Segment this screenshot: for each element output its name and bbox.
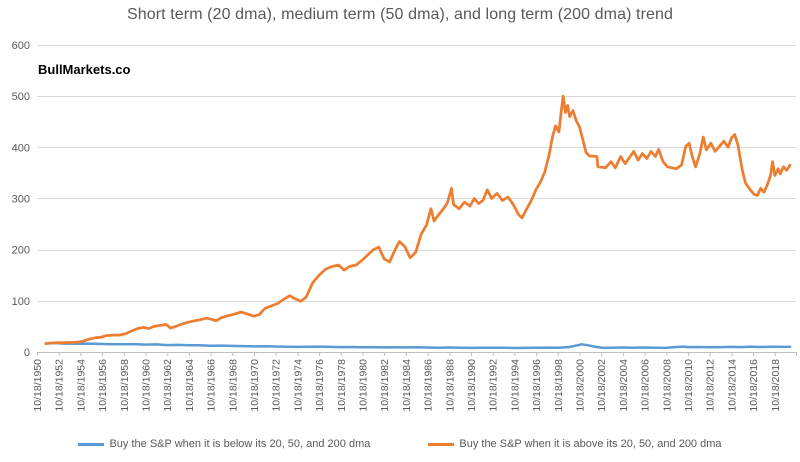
x-axis-tick-label: 10/18/1956 [97,359,109,412]
series-line-below-dma [44,341,792,350]
legend-line-swatch-orange [428,442,455,446]
y-axis-tick-label: 300 [12,193,30,205]
x-axis-tick-label: 10/18/1986 [423,359,435,412]
x-axis-tick-label: 10/18/2002 [596,359,608,412]
series-line-above-dma [44,94,792,345]
x-axis-tick-label: 10/18/1962 [162,359,174,412]
x-axis-tick-label: 10/18/2014 [726,359,738,412]
x-axis-tick-label: 10/18/1992 [488,359,500,412]
legend-label-above-dma: Buy the S&P when it is above its 20, 50,… [459,438,722,450]
x-axis-tick-label: 10/18/1980 [358,359,370,412]
legend-line-swatch-blue [78,442,105,446]
x-axis-tick-label: 10/18/2006 [640,359,652,412]
x-axis-tick-label: 10/18/2008 [661,359,673,412]
x-axis-tick-label: 10/18/1966 [206,359,218,412]
x-axis-tick-label: 10/18/2004 [618,359,630,412]
x-axis-tick-label: 10/18/1972 [271,359,283,412]
x-axis-tick-label: 10/18/1960 [141,359,153,412]
x-axis-tick-label: 10/18/1974 [292,359,304,412]
x-axis-tick-label: 10/18/1958 [119,359,131,412]
x-axis-tick-label: 10/18/2012 [705,359,717,412]
x-axis-tick-label: 10/18/1988 [444,359,456,412]
y-axis-tick-label: 100 [12,296,30,308]
x-axis-tick-label: 10/18/1978 [336,359,348,412]
x-axis-tick-label: 10/18/2000 [575,359,587,412]
x-axis-tick-label: 10/18/1954 [75,359,87,412]
x-axis-tick-label: 10/18/1994 [509,359,521,412]
legend-item-below-dma: Buy the S&P when it is below its 20, 50,… [78,438,370,450]
x-axis-tick-label: 10/18/1950 [32,359,44,412]
chart-title: Short term (20 dma), medium term (50 dma… [126,6,674,23]
y-axis-tick-label: 500 [12,91,30,103]
watermark-bullmarkets: BullMarkets.co [38,62,131,77]
chart-legend: Buy the S&P when it is below its 20, 50,… [0,438,800,450]
x-axis-tick-label: 10/18/1990 [466,359,478,412]
x-axis-tick-label: 10/18/2016 [748,359,760,412]
x-axis-tick-label: 10/18/1982 [379,359,391,412]
x-axis-tick-label: 10/18/1998 [553,359,565,412]
x-axis-tick-label: 10/18/1996 [531,359,543,412]
x-axis-tick-label: 10/18/1976 [314,359,326,412]
x-axis-tick-label: 10/18/1952 [54,359,66,412]
y-axis-tick-label: 0 [24,347,30,359]
y-axis-tick-label: 400 [12,142,30,154]
x-axis-tick-label: 10/18/1984 [401,359,413,412]
x-axis-tick-label: 10/18/1964 [184,359,196,412]
x-axis-tick-label: 10/18/2010 [683,359,695,412]
y-axis-tick-label: 200 [12,245,30,257]
x-axis-tick-label: 10/18/1968 [227,359,239,412]
legend-item-above-dma: Buy the S&P when it is above its 20, 50,… [428,438,722,450]
y-axis-tick-label: 600 [12,40,30,52]
legend-label-below-dma: Buy the S&P when it is below its 20, 50,… [109,438,371,450]
x-axis-tick-label: 10/18/1970 [249,359,261,412]
x-axis-tick-label: 10/18/2018 [770,359,782,412]
